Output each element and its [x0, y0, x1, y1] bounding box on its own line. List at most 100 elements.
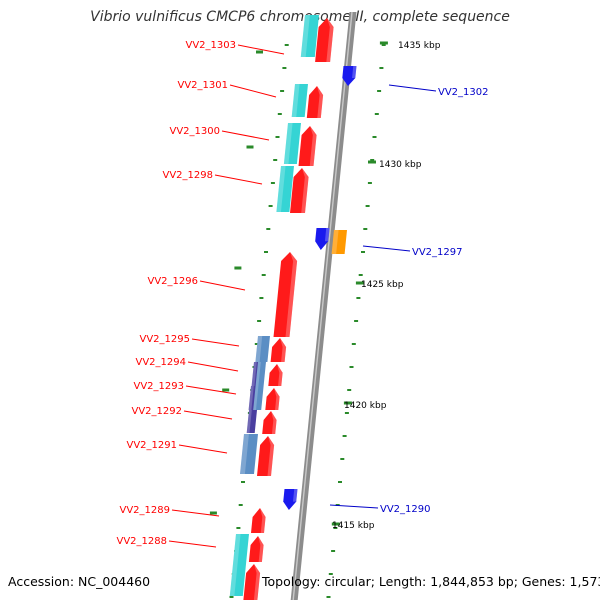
gene-box-steelblue-body [255, 336, 270, 362]
left-leader-line [214, 174, 263, 185]
inner-tick [254, 343, 259, 345]
gene-arrow-red [248, 536, 264, 562]
gene-arrow-red [298, 126, 317, 166]
kbp-label: 1435 kbp [398, 41, 441, 51]
gene-arrow-red-body [290, 168, 309, 213]
gene-arrow-red-body [248, 536, 264, 562]
gene-arrow-red-body [257, 436, 275, 476]
outer-tick [370, 159, 375, 161]
gene-box-steelblue [240, 434, 258, 474]
major-tick [379, 41, 388, 45]
gene-arrow-red [315, 18, 334, 62]
left-leader-line [168, 540, 217, 548]
gene-arrow-red-shade [253, 564, 261, 600]
gene-arrow-red-body [273, 252, 298, 337]
gene-box-cyan-shade [300, 15, 310, 57]
outer-tick [372, 136, 377, 138]
right-leader-line [362, 245, 411, 252]
kbp-label: 1425 kbp [361, 280, 404, 290]
gene-arrow-red [251, 508, 266, 533]
left-leader-line [171, 509, 220, 517]
gene-arrow-red-shade [309, 126, 317, 166]
left-gene-label: VV2_1292 [132, 406, 183, 417]
gene-box-cyan-body [283, 123, 301, 164]
gene-arrow-red-body [243, 564, 261, 600]
left-gene-label: VV2_1294 [136, 357, 187, 368]
gene-arrow-red-shade [285, 252, 298, 337]
outer-tick [347, 389, 352, 391]
left-gene-label: VV2_1300 [170, 126, 221, 137]
outer-tick [365, 205, 370, 207]
gene-arrow-red-shade [267, 436, 275, 476]
gene-box-orange-body [331, 230, 347, 254]
left-gene-label: VV2_1301 [178, 80, 229, 91]
gene-box-indigo-shade [246, 410, 252, 433]
gene-box-cyan-body [300, 15, 319, 57]
outer-tick [374, 113, 379, 115]
gene-arrow-red-shade [271, 411, 277, 434]
gene-box-steelblue-shade [255, 336, 263, 362]
left-gene-label: VV2_1295 [140, 334, 191, 345]
outer-tick [358, 274, 363, 276]
gene-arrow-red-body [265, 388, 280, 410]
gene-box-steelblue [255, 336, 270, 362]
left-gene-label: VV2_1291 [127, 440, 178, 451]
gene-arrow-red [268, 364, 283, 386]
gene-arrow-blue [283, 489, 298, 510]
outer-tick [338, 481, 342, 483]
left-leader-line [199, 280, 246, 291]
gene-arrow-red [257, 436, 275, 476]
left-gene-label: VV2_1293 [134, 381, 185, 392]
inner-tick [275, 136, 280, 138]
inner-tick [257, 320, 262, 322]
left-leader-line [237, 44, 285, 55]
outer-tick [340, 458, 345, 460]
inner-tick [270, 182, 275, 184]
gene-arrow-red [270, 338, 287, 362]
left-leader-line [185, 385, 237, 395]
outer-tick [354, 320, 359, 322]
left-leader-line [229, 84, 277, 98]
kbp-label: 1420 kbp [344, 401, 387, 411]
major-tick [355, 281, 364, 285]
gene-box-steelblue-overlay-shade [253, 362, 261, 410]
gene-box-cyan-shade [291, 84, 300, 117]
gene-arrow-red [273, 252, 298, 337]
right-gene-label: VV2_1290 [380, 504, 431, 515]
outer-tick [349, 366, 354, 368]
right-leader-line [388, 84, 437, 92]
left-gene-label: VV2_1303 [186, 40, 237, 51]
gene-arrow-blue-shade [316, 228, 330, 242]
gene-box-orange-shade [331, 230, 339, 254]
inner-tick [236, 527, 241, 529]
inner-tick [282, 67, 287, 69]
inner-major-tick [234, 266, 242, 270]
gene-arrow-red-body [251, 508, 266, 533]
gene-box-indigo-shade [251, 362, 257, 386]
gene-arrow-red-body [268, 364, 283, 386]
gene-arrow-red-shade [260, 508, 266, 533]
gene-arrow-red-body [306, 86, 324, 118]
outer-tick [326, 596, 331, 598]
outer-tick [342, 435, 347, 437]
gene-arrow-red-shade [326, 18, 334, 62]
gene-arrow-red [265, 388, 280, 410]
gene-box-steelblue-overlay [253, 362, 266, 410]
inner-tick [241, 481, 245, 483]
gene-arrow-blue-body [283, 489, 298, 510]
major-tick [343, 401, 352, 405]
gene-box-cyan [283, 123, 301, 164]
outer-tick [328, 573, 333, 575]
inner-tick [266, 228, 271, 230]
inner-tick [238, 504, 243, 506]
gene-box-cyan-body [291, 84, 308, 117]
gene-arrow-red-shade [274, 388, 280, 410]
inner-tick [261, 274, 266, 276]
gene-box-cyan-shade [276, 166, 286, 212]
outer-tick [377, 90, 382, 92]
gene-arrow-red-shade [258, 536, 264, 562]
gene-box-cyan [229, 534, 249, 596]
topology-text: Topology: circular; Length: 1,844,853 bp… [262, 574, 600, 589]
gene-arrow-red-body [262, 411, 277, 434]
